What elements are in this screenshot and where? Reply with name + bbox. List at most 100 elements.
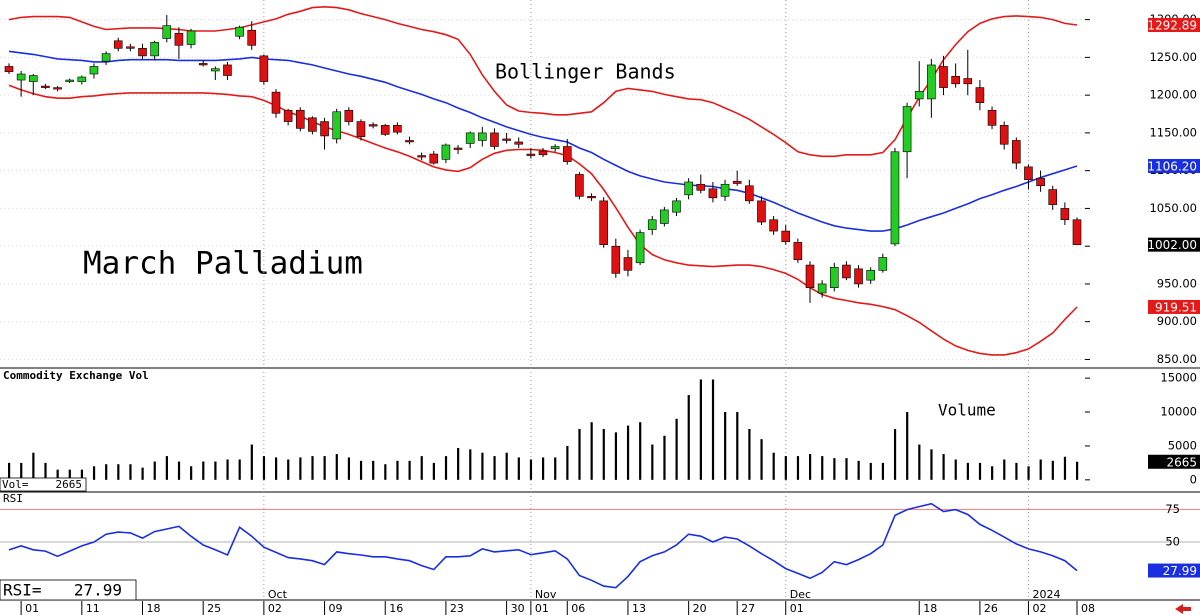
candle-body <box>356 121 366 137</box>
candle-body <box>866 270 875 281</box>
volume-bar <box>359 460 363 480</box>
candle-body <box>162 25 172 39</box>
candle-body <box>150 41 159 57</box>
volume-bar <box>493 456 496 480</box>
candle-body <box>987 109 997 126</box>
candle-body <box>963 78 973 85</box>
x-tick-label: 16 <box>389 602 403 615</box>
candle-body <box>781 230 791 242</box>
candle-body <box>672 200 681 213</box>
band-end-label-box <box>1148 18 1200 33</box>
volume-bar <box>954 459 957 480</box>
y-tick-label: 1050.00 <box>1149 201 1197 215</box>
volume-bar <box>991 466 994 480</box>
volume-bar <box>80 469 84 480</box>
volume-bar <box>845 458 848 480</box>
volume-bar <box>432 462 435 480</box>
candle-body <box>259 55 269 82</box>
candle-body <box>587 196 596 199</box>
volume-bar <box>105 464 108 480</box>
band-end-label: 1292.89 <box>1147 19 1197 33</box>
volume-bar <box>141 467 144 480</box>
candle-body <box>41 85 50 88</box>
y-tick-label: 50 <box>1165 535 1180 549</box>
rsi-line <box>8 502 1078 589</box>
candle-body <box>53 87 62 90</box>
x-group-label: 2024 <box>1032 588 1060 601</box>
volume-bar <box>457 447 460 480</box>
volume-bar <box>1027 466 1030 480</box>
volume-bar <box>1051 460 1054 480</box>
volume-bar <box>1039 459 1042 480</box>
candle-body <box>720 183 730 197</box>
volume-bar <box>117 464 120 480</box>
volume-bar <box>92 466 96 480</box>
y-tick-label: 0 <box>1190 472 1197 486</box>
x-tick-label: 20 <box>693 602 707 615</box>
candle-body <box>660 209 669 224</box>
volume-bar <box>930 449 933 480</box>
volume-bar <box>906 412 909 480</box>
volume-bar <box>760 439 763 480</box>
volume-bar <box>323 456 326 480</box>
candle-body <box>757 200 766 223</box>
scroll-arrow-icon[interactable] <box>1175 604 1191 614</box>
volume-bar <box>311 456 314 480</box>
x-tick-label: 27 <box>741 602 755 615</box>
x-tick-label: 26 <box>984 602 998 615</box>
volume-bar <box>918 444 921 480</box>
candle-body <box>65 79 74 82</box>
candle-body <box>101 53 111 62</box>
volume-bar <box>1063 456 1067 480</box>
volume-bar <box>372 460 375 480</box>
candle-body <box>16 73 26 81</box>
x-tick-label: 11 <box>86 602 100 615</box>
candle-body <box>1036 177 1045 187</box>
candle-body <box>829 267 839 289</box>
candle-body <box>174 32 184 46</box>
volume-bar <box>724 412 727 480</box>
candle-body <box>635 232 645 264</box>
candle-body <box>878 257 888 271</box>
candle-body <box>611 245 621 274</box>
annotation: Bollinger Bands <box>495 60 676 84</box>
volume-bar <box>675 418 678 480</box>
candle-body <box>550 146 560 150</box>
volume-bar <box>165 456 168 480</box>
candle-body <box>393 125 402 133</box>
band-end-label: 1106.20 <box>1147 159 1197 173</box>
volume-bar <box>602 428 605 480</box>
candle-body <box>295 109 305 129</box>
volume-bar <box>56 469 59 480</box>
volume-bar <box>335 454 338 480</box>
candle-body <box>271 91 281 114</box>
volume-bar <box>275 457 278 480</box>
volume-bar <box>748 428 751 480</box>
volume-bar <box>809 454 812 480</box>
candle-body <box>745 185 754 202</box>
frame <box>0 367 1200 614</box>
volume-bar <box>529 459 533 480</box>
candle-body <box>138 48 147 57</box>
candle-body <box>223 64 232 76</box>
candle-body <box>332 111 341 140</box>
candle-body <box>211 68 220 72</box>
volume-bar <box>699 379 702 480</box>
volume-end-label: 2665 <box>1166 455 1197 469</box>
candle-body <box>902 106 912 153</box>
x-tick-label: 06 <box>571 602 585 615</box>
candle-body <box>320 121 329 137</box>
close-end-label: 1002.00 <box>1147 238 1197 252</box>
volume-bar <box>566 445 569 480</box>
candle-body <box>417 155 426 158</box>
volume-bar <box>784 456 787 480</box>
y-tick-label: 5000 <box>1168 438 1197 452</box>
value-box-label: RSI= <box>3 581 42 600</box>
volume-bar <box>190 466 193 480</box>
volume-bar <box>663 435 666 480</box>
candle-body <box>696 183 706 191</box>
y-tick-label: 1150.00 <box>1149 125 1197 139</box>
candle-body <box>380 125 390 135</box>
